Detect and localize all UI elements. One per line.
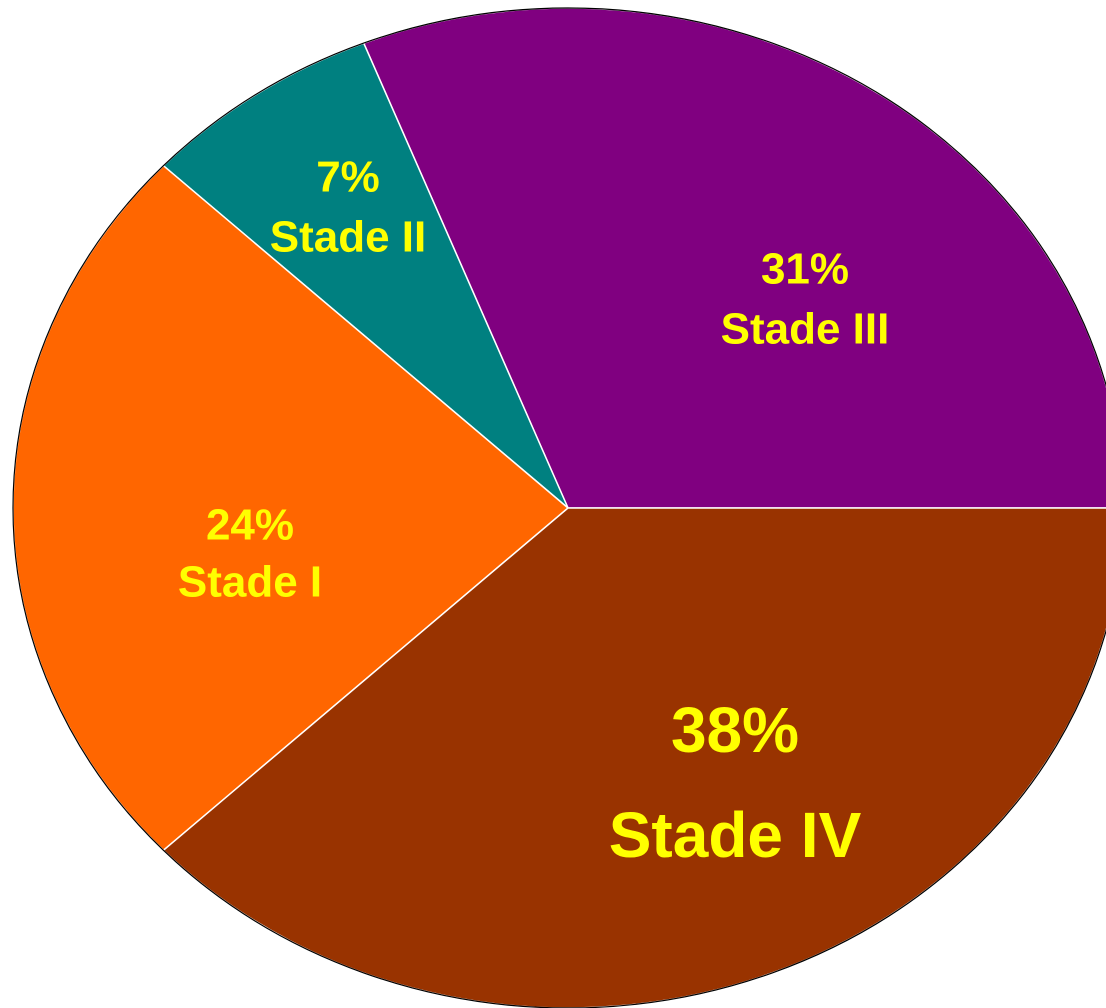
pie-outline xyxy=(12,7,1106,1008)
slice-category-label: Stade IV xyxy=(609,799,862,871)
slice-value-label: 24% xyxy=(206,501,294,550)
slice-category-label: Stade I xyxy=(178,558,322,607)
slice-category-label: Stade II xyxy=(270,213,427,262)
slice-value-label: 7% xyxy=(316,153,380,202)
slice-value-label: 38% xyxy=(671,694,799,766)
slice-value-label: 31% xyxy=(761,245,849,294)
slice-category-label: Stade III xyxy=(721,305,890,354)
